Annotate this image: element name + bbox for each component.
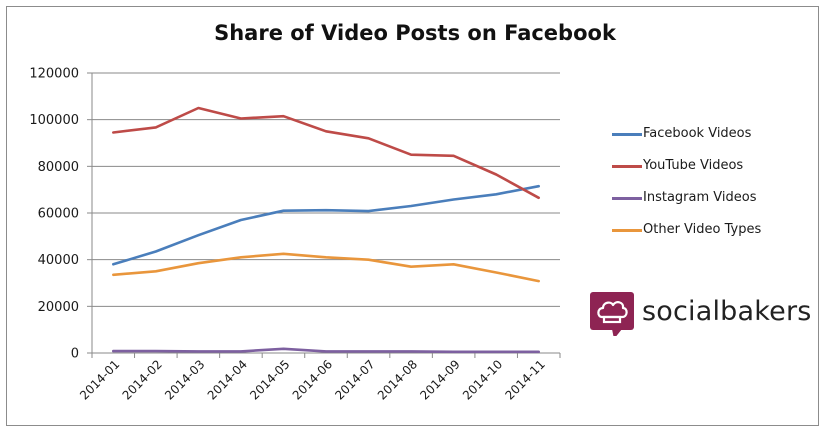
y-tick-label: 60000	[38, 207, 79, 222]
legend-item: Facebook Videos	[612, 120, 812, 152]
legend-label: Facebook Videos	[643, 126, 752, 141]
x-tick-label: 2014-08	[375, 357, 420, 402]
x-tick-label: 2014-03	[162, 357, 207, 402]
series-youtube-videosline	[112, 106, 541, 200]
chef-hat-speech-bubble-icon	[590, 292, 634, 336]
legend-item: YouTube Videos	[612, 152, 812, 184]
y-tick-label: 0	[71, 347, 79, 362]
x-tick-label: 2014-11	[502, 357, 547, 402]
legend-item: Other Video Types	[612, 216, 812, 248]
legend-item: Instagram Videos	[612, 184, 812, 216]
series-instagram-videosline	[112, 347, 541, 354]
x-tick-label: 2014-01	[77, 357, 122, 402]
brand-name: socialbakers	[642, 296, 812, 327]
chart-frame	[6, 6, 819, 426]
x-tick-label: 2014-10	[460, 357, 505, 402]
series-facebook-videosline	[112, 184, 541, 266]
y-tick-label: 100000	[29, 113, 79, 128]
legend-swatch	[612, 229, 642, 232]
x-tick-label: 2014-07	[332, 357, 377, 402]
x-tick-label: 2014-09	[417, 357, 462, 402]
x-tick-label: 2014-05	[247, 357, 292, 402]
x-tick-label: 2014-06	[290, 357, 335, 402]
legend-label: YouTube Videos	[643, 158, 744, 173]
x-tick-label: 2014-02	[120, 357, 165, 402]
y-tick-label: 80000	[38, 160, 79, 175]
legend-swatch	[612, 133, 642, 136]
legend-swatch	[612, 165, 642, 168]
y-tick-label: 40000	[38, 253, 79, 268]
chart-legend: Facebook Videos YouTube Videos Instagram V…	[612, 120, 812, 248]
x-tick-label: 2014-04	[205, 357, 250, 402]
legend-label: Other Video Types	[643, 222, 762, 237]
chart-title: Share of Video Posts on Facebook	[214, 21, 616, 45]
y-tick-label: 120000	[29, 67, 79, 82]
series-other-video-typesline	[112, 252, 541, 283]
legend-swatch	[612, 197, 642, 200]
legend-label: Instagram Videos	[643, 190, 757, 205]
y-tick-label: 20000	[38, 300, 79, 315]
